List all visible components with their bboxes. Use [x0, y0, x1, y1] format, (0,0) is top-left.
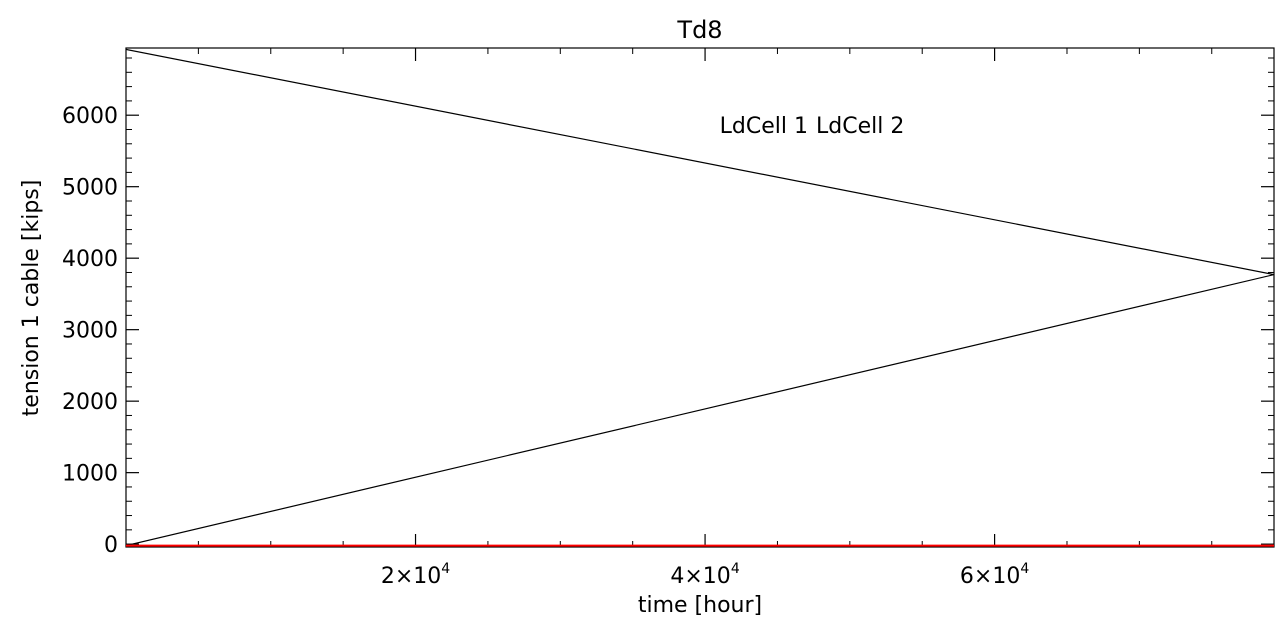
- y-axis-title: tension 1 cable [kips]: [19, 180, 44, 417]
- chart-title: Td8: [676, 16, 722, 44]
- minor-ticks: [126, 48, 1274, 547]
- plot-frame: [125, 47, 1275, 548]
- y-tick-label: 5000: [62, 176, 118, 201]
- series-lines: [125, 48, 1275, 547]
- major-ticks: [126, 48, 1274, 547]
- y-tick-label: 3000: [62, 319, 118, 344]
- legend-label-series-1: LdCell 1: [720, 114, 808, 139]
- y-tick-label: 1000: [62, 462, 118, 487]
- plot-area: [125, 47, 1275, 548]
- legend-label-series-2: LdCell 2: [816, 114, 904, 139]
- y-tick-label: 4000: [62, 247, 118, 272]
- y-tick-label: 2000: [62, 390, 118, 415]
- x-tick-label: 2×104: [381, 561, 450, 589]
- series-line-1: [125, 48, 1275, 547]
- x-tick-label: 6×104: [960, 561, 1029, 589]
- y-tick-label: 0: [104, 533, 118, 558]
- y-tick-label: 6000: [62, 104, 118, 129]
- x-tick-label: 4×104: [670, 561, 739, 589]
- y-tick-labels: 0 1000 2000 3000 4000 5000 6000: [62, 104, 118, 558]
- legend: LdCell 1 LdCell 2: [720, 114, 905, 139]
- x-axis-title: time [hour]: [638, 593, 762, 618]
- x-tick-labels: 2×104 4×104 6×104: [381, 561, 1030, 589]
